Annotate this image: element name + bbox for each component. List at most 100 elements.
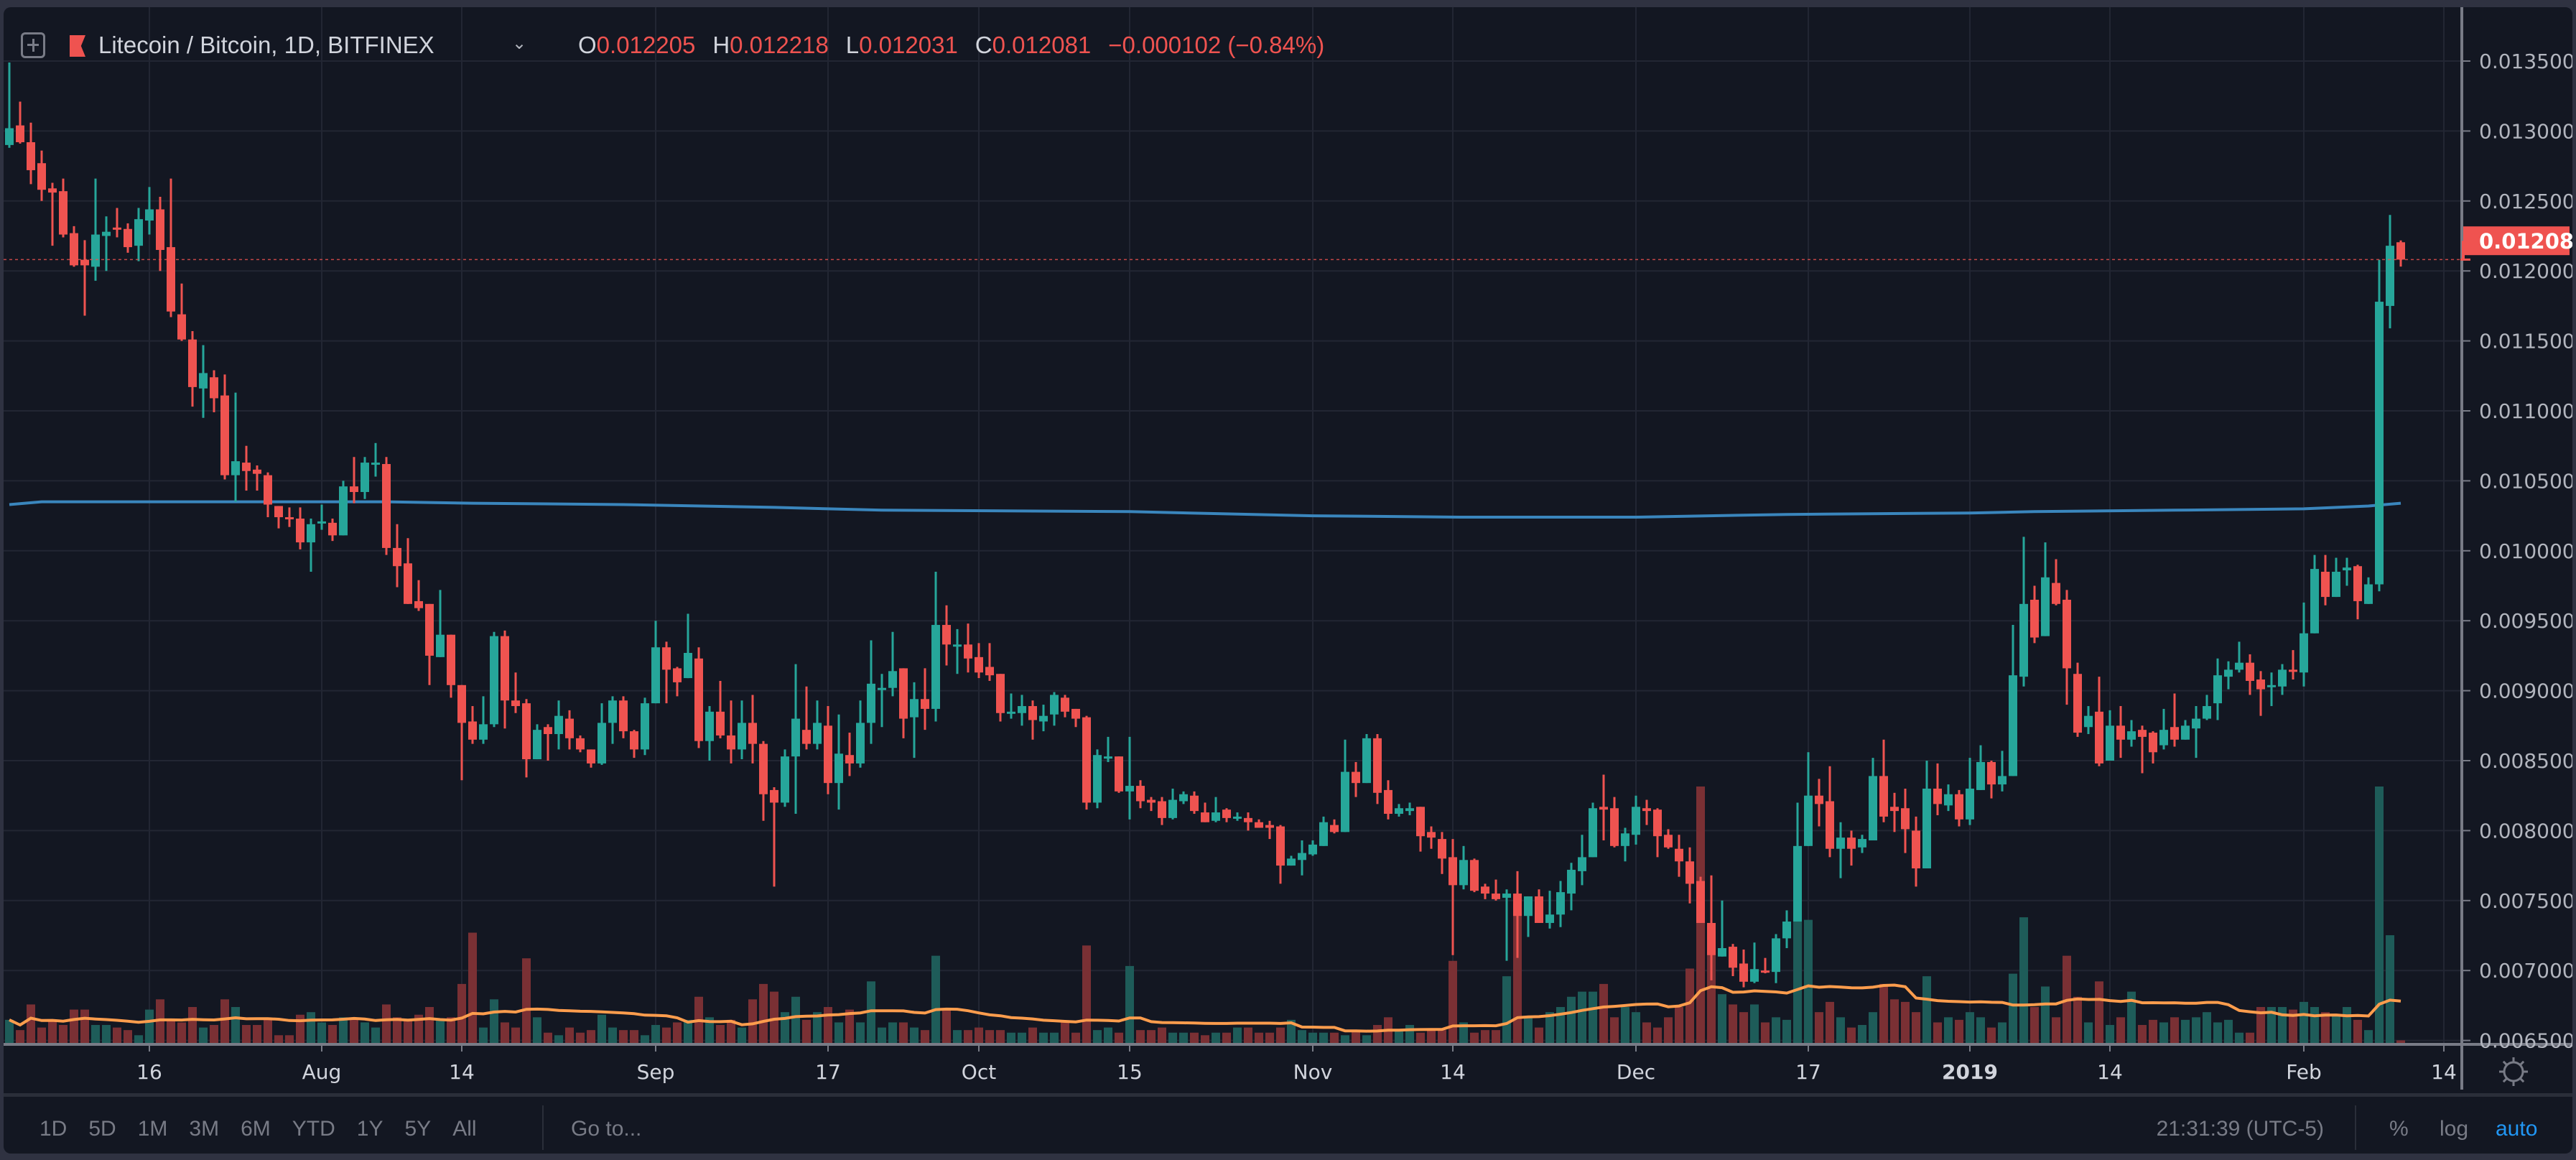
volume-bar xyxy=(1061,1022,1069,1043)
time-tick-label: Aug xyxy=(302,1060,342,1084)
time-tick-label: Dec xyxy=(1617,1060,1655,1084)
candle-body xyxy=(1222,809,1231,818)
volume-bar xyxy=(1265,1032,1274,1043)
volume-bar xyxy=(597,1014,606,1043)
auto-scale-toggle[interactable]: auto xyxy=(2496,1117,2538,1141)
price-tick-label: 0.013500 xyxy=(2479,50,2572,73)
candle-body xyxy=(964,644,972,659)
range-3m-button[interactable]: 3M xyxy=(189,1117,220,1141)
volume-bar xyxy=(479,1027,488,1043)
volume-bar xyxy=(921,1030,929,1043)
range-5d-button[interactable]: 5D xyxy=(88,1117,116,1141)
candle-body xyxy=(1470,860,1479,891)
volume-bar xyxy=(587,1030,595,1043)
candle-body xyxy=(1642,808,1651,812)
candle-body xyxy=(2159,730,2168,746)
volume-bar xyxy=(662,1027,671,1043)
price-tick-label: 0.009000 xyxy=(2479,679,2572,703)
candle-body xyxy=(2116,725,2125,740)
volume-bar xyxy=(802,1019,811,1043)
chart-panel[interactable]: 0.013500 0.013000 0.012500 0.012000 0.011500… xyxy=(4,7,2572,1154)
low-number: 0.012031 xyxy=(859,32,958,58)
goto-button[interactable]: Go to... xyxy=(571,1117,642,1141)
candle-body xyxy=(177,314,186,340)
candle-body xyxy=(1589,808,1597,858)
volume-bar xyxy=(2353,1019,2362,1043)
candle-body xyxy=(1373,738,1382,793)
candle-body xyxy=(27,141,35,170)
range-1m-button[interactable]: 1M xyxy=(137,1117,168,1141)
candle-body xyxy=(651,647,660,704)
gear-icon[interactable] xyxy=(2499,1057,2528,1086)
volume-bar xyxy=(1071,1032,1080,1043)
volume-bar xyxy=(2332,1014,2340,1043)
candle-body xyxy=(1933,788,1942,804)
volume-bar xyxy=(2127,991,2136,1043)
candle-body xyxy=(1976,761,1985,790)
candle-body xyxy=(1050,695,1059,715)
volume-bar xyxy=(328,1025,337,1043)
volume-bar xyxy=(2343,1007,2351,1043)
candle-body xyxy=(748,723,757,744)
candle-body xyxy=(1125,786,1134,792)
candle-body xyxy=(1718,948,1726,957)
add-symbol-icon[interactable] xyxy=(21,32,45,58)
clock-timezone[interactable]: 21:31:39 (UTC-5) xyxy=(2156,1117,2324,1141)
candle-body xyxy=(942,625,951,645)
percent-scale-toggle[interactable]: % xyxy=(2389,1117,2409,1141)
candle-body xyxy=(1739,963,1748,982)
volume-bar xyxy=(1729,1004,1737,1043)
volume-bar xyxy=(2246,1032,2254,1043)
volume-bar xyxy=(1966,1012,1974,1043)
candle-body xyxy=(802,730,811,744)
candle-body xyxy=(199,373,208,389)
range-1y-button[interactable]: 1Y xyxy=(356,1117,383,1141)
candle-body xyxy=(985,667,994,676)
candle-body xyxy=(1212,812,1220,821)
price-chart[interactable]: 0.013500 0.013000 0.012500 0.012000 0.011500… xyxy=(4,7,2572,1093)
candle-body xyxy=(576,738,585,750)
candle-body xyxy=(1772,938,1780,973)
range-5y-button[interactable]: 5Y xyxy=(404,1117,432,1141)
high-number: 0.012218 xyxy=(730,32,829,58)
candle-body xyxy=(414,600,423,608)
volume-bar xyxy=(1578,991,1586,1043)
volume-bar xyxy=(1168,1032,1177,1043)
candle-body xyxy=(1341,771,1349,832)
symbol-title[interactable]: Litecoin / Bitcoin, 1D, BITFINEX xyxy=(98,32,434,58)
candle-body xyxy=(673,668,682,682)
candle-body xyxy=(511,700,520,707)
candle-body xyxy=(1308,844,1317,855)
volume-bar xyxy=(2095,981,2103,1043)
candle-body xyxy=(2386,246,2394,306)
volume-bar xyxy=(1201,1035,1209,1043)
volume-bar xyxy=(1028,1027,1037,1043)
candle-body xyxy=(910,699,919,718)
price-tick-label: 0.007500 xyxy=(2479,889,2572,913)
candle-body xyxy=(1955,794,1963,820)
volume-bar xyxy=(985,1030,994,1043)
candle-body xyxy=(1007,711,1015,714)
candle-body xyxy=(641,703,649,750)
candle-body xyxy=(1815,795,1823,804)
candle-body xyxy=(1685,861,1694,884)
range-ytd-button[interactable]: YTD xyxy=(292,1117,335,1141)
candle-body xyxy=(134,219,143,246)
volume-bar xyxy=(641,1035,649,1043)
volume-bar xyxy=(1136,1030,1145,1043)
log-scale-toggle[interactable]: log xyxy=(2440,1117,2469,1141)
volume-bar xyxy=(1459,1022,1468,1043)
chevron-down-icon[interactable]: ⌄ xyxy=(512,34,527,53)
volume-bar xyxy=(1933,1022,1942,1043)
volume-bar xyxy=(1362,1035,1371,1043)
candle-body xyxy=(156,209,164,250)
volume-bar xyxy=(501,1022,509,1043)
range-1d-button[interactable]: 1D xyxy=(39,1117,68,1141)
range-all-button[interactable]: All xyxy=(452,1117,477,1141)
candle-body xyxy=(1502,894,1511,898)
range-6m-button[interactable]: 6M xyxy=(241,1117,271,1141)
volume-bar xyxy=(339,1017,348,1043)
candle-body xyxy=(1147,799,1156,803)
volume-bar xyxy=(1524,1017,1533,1043)
volume-bar xyxy=(565,1027,574,1043)
